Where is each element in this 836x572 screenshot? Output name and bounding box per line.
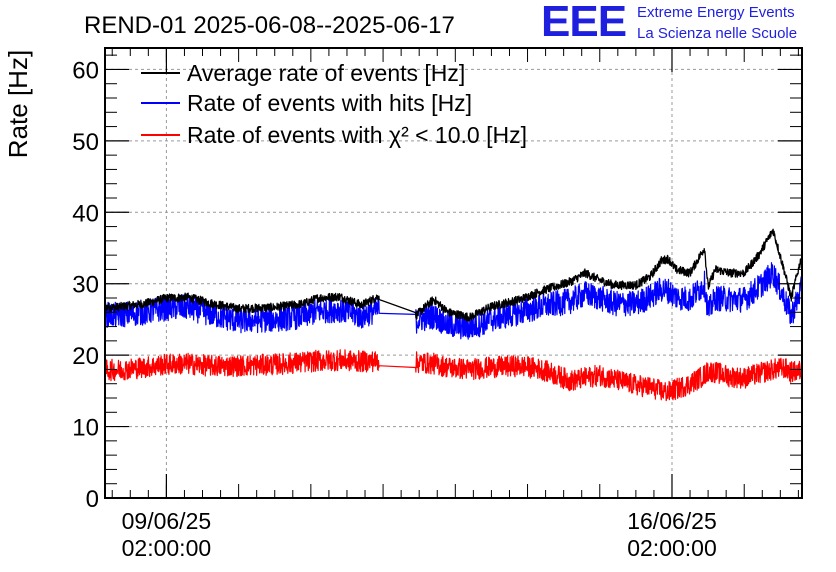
y-tick-label: 40 xyxy=(72,200,99,227)
grid-lines xyxy=(105,48,802,498)
series-chi2-rate xyxy=(105,349,802,402)
series-average-rate xyxy=(105,228,802,322)
legend-label: Average rate of events [Hz] xyxy=(187,60,465,86)
legend-item-average: Average rate of events [Hz] xyxy=(141,60,465,86)
legend-label: Rate of events with hits [Hz] xyxy=(187,90,472,116)
eee-logo: EEE Extreme Energy Events La Scienza nel… xyxy=(541,0,831,46)
y-tick-label: 10 xyxy=(72,415,99,442)
y-tick-label: 30 xyxy=(72,272,99,299)
axis-ticks: 010203040506009/06/2502:00:0016/06/2502:… xyxy=(72,48,802,561)
eee-logo-line-1: Extreme Energy Events xyxy=(637,4,795,21)
plot-frame xyxy=(104,47,803,499)
legend-item-hits: Rate of events with hits [Hz] xyxy=(141,90,472,116)
x-tick-date-label: 09/06/25 xyxy=(122,508,212,534)
series-layer xyxy=(105,228,802,402)
x-tick-time-label: 02:00:00 xyxy=(122,535,212,561)
legend-item-chi2: Rate of events with χ² < 10.0 [Hz] xyxy=(141,122,527,148)
y-tick-label: 0 xyxy=(86,486,99,513)
y-tick-label: 50 xyxy=(72,129,99,156)
x-tick-time-label: 02:00:00 xyxy=(627,535,717,561)
legend-label: Rate of events with χ² < 10.0 [Hz] xyxy=(187,122,527,148)
x-tick-date-label: 16/06/25 xyxy=(627,508,717,534)
legend: Average rate of events [Hz] Rate of event… xyxy=(141,60,527,148)
eee-logo-line-2: La Scienza nelle Scuole xyxy=(637,25,798,42)
y-tick-label: 60 xyxy=(72,57,99,84)
y-tick-label: 20 xyxy=(72,343,99,370)
y-axis-label: Rate [Hz] xyxy=(3,50,33,158)
chart-title: REND-01 2025-06-08--2025-06-17 xyxy=(84,12,455,39)
eee-logo-mark: EEE xyxy=(541,0,627,46)
